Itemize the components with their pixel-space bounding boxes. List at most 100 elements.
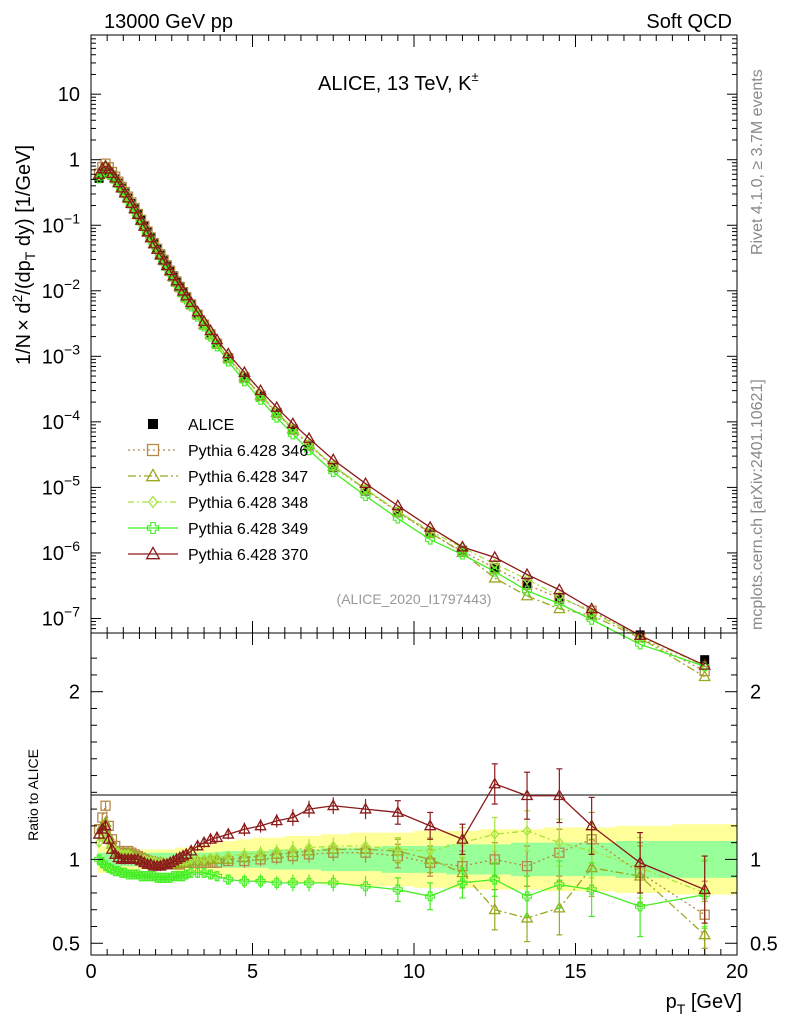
data-point [326, 453, 340, 465]
data-point [270, 400, 284, 412]
ratio-point [361, 840, 370, 852]
ratio-point [256, 847, 266, 859]
ratio-point [456, 832, 469, 844]
ratio-point [328, 877, 339, 888]
data-point [197, 314, 211, 326]
data-point [160, 258, 174, 271]
data-point [328, 461, 339, 472]
data-point [586, 614, 597, 625]
legend-marker [145, 468, 161, 482]
main-ytick-label: 10−2 [42, 276, 80, 303]
ratio-point [238, 851, 251, 863]
main-ytick-label: 10 [58, 84, 80, 106]
legend-label: Pythia 6.428 346 [188, 443, 308, 460]
ratio-point [193, 853, 203, 865]
data-point [489, 566, 500, 577]
ratio-point [144, 857, 158, 869]
data-point [360, 490, 371, 502]
data-point [167, 269, 180, 281]
data-point [141, 225, 154, 237]
ratio-point [180, 847, 193, 859]
main-ytick-label: 10−6 [42, 538, 80, 565]
ratio-point [223, 874, 234, 885]
data-point [118, 186, 132, 198]
data-point [553, 583, 566, 595]
data-point [154, 248, 167, 260]
data-point [139, 223, 150, 234]
ratio-point [520, 911, 534, 923]
data-point [191, 305, 204, 317]
data-point [126, 201, 137, 212]
ratio-point [199, 867, 210, 878]
ratio-point [488, 777, 502, 789]
data-point [633, 628, 647, 641]
data-point [158, 257, 169, 268]
data-point [239, 376, 250, 387]
ratio-point [239, 876, 250, 887]
ratio-point [302, 802, 316, 814]
ratio-series-pythia-6-428-349 [94, 854, 710, 938]
data-point [115, 181, 128, 193]
ratio-point [489, 874, 500, 885]
legend-item: ALICE [148, 417, 234, 434]
data-point [210, 333, 224, 345]
data-point [456, 545, 469, 558]
ratio-point [96, 822, 109, 834]
ratio-ytick-label: 0.5 [52, 933, 80, 955]
data-point [163, 264, 177, 276]
data-point [147, 237, 161, 249]
ratio-ytick-label: 2 [69, 682, 80, 704]
ratio-point [633, 856, 647, 868]
data-point [424, 527, 436, 539]
data-point [587, 607, 597, 619]
legend-label: Pythia 6.428 349 [188, 521, 308, 538]
data-point [155, 252, 166, 263]
ratio-point [393, 843, 403, 855]
x-axis-label: pT [GeV] [666, 991, 742, 1017]
ratio-point [272, 845, 282, 857]
ratio-ytick-label-right: 1 [750, 849, 761, 871]
ratio-point [134, 854, 148, 866]
ratio-point [359, 802, 372, 814]
data-point [287, 429, 298, 440]
rivet-label: Rivet 4.1.0, ≥ 3.7M events [749, 69, 766, 255]
ratio-point [100, 800, 111, 811]
ratio-point [585, 819, 598, 831]
legend-item: Pythia 6.428 349 [128, 521, 308, 538]
data-point [150, 242, 164, 254]
ratio-point [522, 825, 532, 837]
ratio-point [238, 822, 251, 834]
ratio-point [221, 827, 235, 839]
ratio-point [587, 845, 597, 857]
ratio-point [181, 869, 192, 880]
data-point [121, 191, 135, 203]
legend-item: Pythia 6.428 347 [128, 468, 308, 486]
ratio-point [255, 876, 266, 887]
ratio-point [223, 850, 233, 862]
data-point [255, 394, 266, 405]
x-tick-label: 0 [85, 961, 96, 983]
ratio-point [425, 845, 435, 857]
data-point [271, 412, 282, 423]
ratio-ytick-label-right: 0.5 [750, 933, 778, 955]
reference-id: (ALICE_2020_I1797443) [337, 591, 492, 607]
ratio-point [239, 848, 249, 860]
header-left: 13000 GeV pp [104, 11, 233, 33]
data-point [131, 207, 145, 219]
data-point [129, 206, 140, 217]
data-point [92, 167, 106, 179]
data-point [585, 602, 598, 614]
data-point [184, 295, 198, 308]
ratio-series-pythia-6-428-370 [92, 763, 711, 924]
data-point [113, 180, 124, 191]
data-point [554, 590, 564, 602]
data-point [698, 669, 711, 682]
data-point [490, 558, 500, 570]
ratio-point [423, 819, 437, 831]
ratio-point [304, 842, 314, 854]
legend-item: Pythia 6.428 346 [128, 443, 308, 460]
ratio-point [521, 891, 533, 902]
data-point [521, 585, 533, 596]
